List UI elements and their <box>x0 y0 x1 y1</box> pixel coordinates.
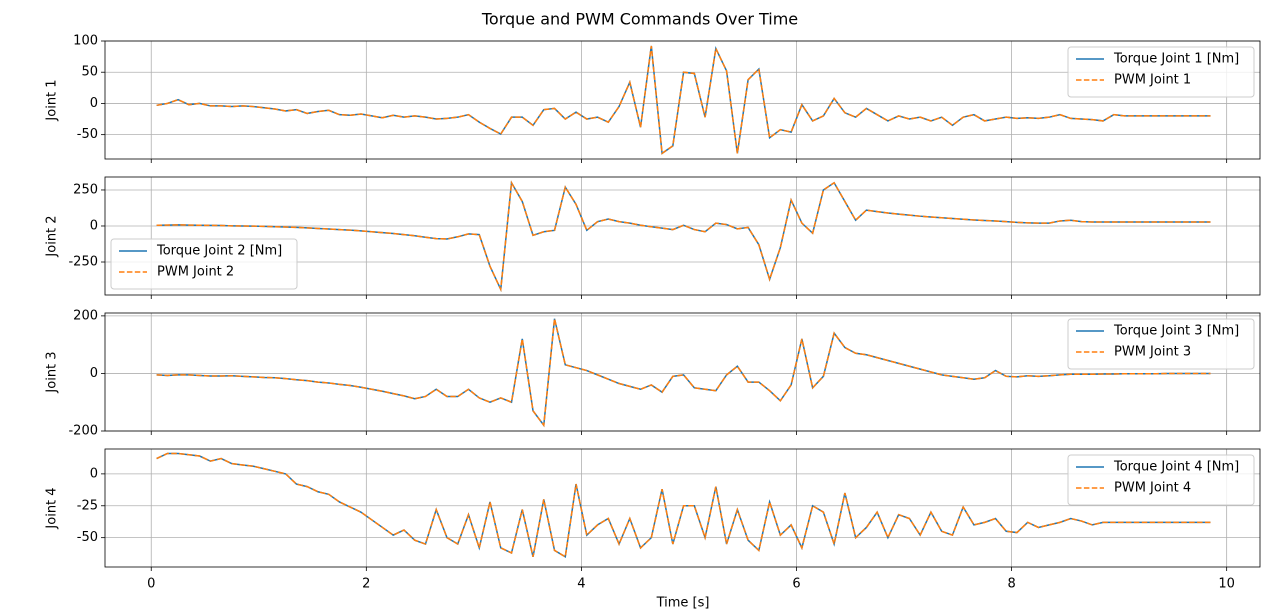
legend: Torque Joint 4 [Nm] PWM Joint 4 <box>1067 454 1255 506</box>
y-tick-label: -50 <box>77 127 98 142</box>
legend-box <box>1067 46 1255 98</box>
legend: Torque Joint 2 [Nm] PWM Joint 2 <box>110 238 298 290</box>
series-line <box>156 180 1211 293</box>
legend-box <box>1067 318 1255 370</box>
x-tick-label: 6 <box>792 577 800 592</box>
axes-frame <box>104 312 1261 432</box>
x-tick-label: 0 <box>147 577 155 592</box>
axes-frame <box>104 176 1261 296</box>
x-axis-label: Time [s] <box>656 596 710 611</box>
legend-label: Torque Joint 1 [Nm] <box>1113 52 1239 67</box>
series-line <box>156 452 1211 559</box>
series-line <box>156 45 1211 155</box>
legend: Torque Joint 1 [Nm] PWM Joint 1 <box>1067 46 1255 98</box>
y-tick-label: -250 <box>68 255 98 270</box>
x-tick-label: 2 <box>362 577 370 592</box>
y-tick-label: -200 <box>68 424 98 439</box>
subplot: -50 0 50 100 Joint 1 Torque Joint 1 [Nm] PWM J… <box>45 34 1261 163</box>
series-line <box>156 45 1211 155</box>
legend: Torque Joint 3 [Nm] PWM Joint 3 <box>1067 318 1255 370</box>
legend-label: PWM Joint 2 <box>157 265 234 280</box>
subplot: -200 0 200 Joint 3 Torque Joint 3 [Nm] PWM Jo… <box>45 308 1261 439</box>
y-tick-label: 0 <box>90 96 98 111</box>
legend-box <box>110 238 298 290</box>
axes-frame <box>104 448 1261 568</box>
legend-box <box>1067 454 1255 506</box>
figure-title: Torque and PWM Commands Over Time <box>481 10 798 29</box>
x-tick-label: 10 <box>1218 577 1235 592</box>
legend-label: PWM Joint 3 <box>1114 345 1191 360</box>
y-tick-label: -25 <box>77 498 98 513</box>
x-tick-label: 4 <box>577 577 585 592</box>
subplot: 0 2 4 6 8 10 -50 -25 0 Joint 4 Torque Joint 4 [Nm]… <box>45 448 1261 592</box>
legend-label: PWM Joint 4 <box>1114 481 1191 496</box>
y-tick-label: 0 <box>90 466 98 481</box>
series-line <box>156 180 1211 293</box>
legend-label: Torque Joint 4 [Nm] <box>1113 460 1239 475</box>
x-tick-label: 8 <box>1007 577 1015 592</box>
series-line <box>156 318 1211 428</box>
legend-label: PWM Joint 1 <box>1114 73 1191 88</box>
y-tick-label: 100 <box>73 34 98 49</box>
legend-label: Torque Joint 2 [Nm] <box>156 244 282 259</box>
y-tick-label: 0 <box>90 366 98 381</box>
axes-frame <box>104 40 1261 160</box>
legend-label: Torque Joint 3 [Nm] <box>1113 324 1239 339</box>
subplot: -250 0 250 Joint 2 Torque Joint 2 [Nm] PWM Jo… <box>45 176 1261 299</box>
y-tick-label: 250 <box>73 182 98 197</box>
y-tick-label: -50 <box>77 530 98 545</box>
y-axis-label: Joint 3 <box>45 351 60 393</box>
y-tick-label: 50 <box>81 65 98 80</box>
y-tick-label: 200 <box>73 308 98 323</box>
y-axis-label: Joint 4 <box>45 487 60 529</box>
y-axis-label: Joint 1 <box>45 79 60 121</box>
y-axis-label: Joint 2 <box>45 215 60 257</box>
series-line <box>156 318 1211 428</box>
y-tick-label: 0 <box>90 218 98 233</box>
